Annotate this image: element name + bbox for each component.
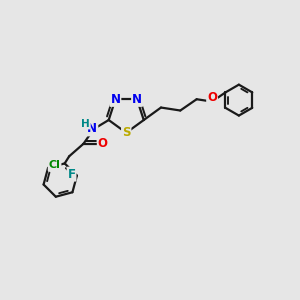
Text: O: O [98, 137, 108, 150]
Text: F: F [68, 168, 76, 181]
Text: N: N [132, 93, 142, 106]
Text: N: N [87, 122, 97, 135]
Text: N: N [110, 93, 120, 106]
Text: O: O [207, 91, 217, 104]
Text: H: H [81, 118, 90, 129]
Text: Cl: Cl [49, 160, 61, 170]
Text: S: S [122, 126, 130, 139]
